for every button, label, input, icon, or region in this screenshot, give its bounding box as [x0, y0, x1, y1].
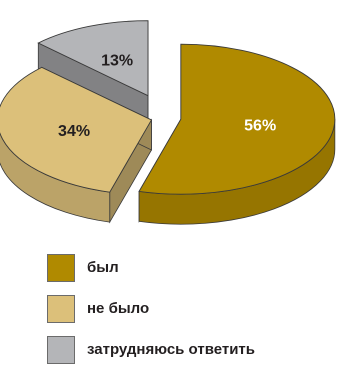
pie-slice-0-top — [138, 43, 336, 195]
pie-slice-1: 34% — [0, 66, 153, 224]
data-label-0: 56% — [244, 118, 276, 135]
legend-item-byl: был — [47, 254, 327, 290]
legend-swatch-byl — [47, 254, 75, 282]
pie-slice-1-top — [0, 66, 153, 193]
pie-chart: 13% 56% 34% — [0, 20, 336, 225]
data-label-1: 34% — [58, 123, 90, 140]
data-label-2: 13% — [101, 53, 133, 70]
legend-swatch-ne-bylo — [47, 295, 75, 323]
legend-item-zatrudnyayus: затрудняюсь ответить — [47, 336, 327, 372]
legend-label-byl: был — [87, 259, 119, 276]
legend-swatch-zatrudnyayus — [47, 336, 75, 364]
pie-slice-0: 56% — [138, 43, 336, 225]
legend-label-zatrudnyayus: затрудняюсь ответить — [87, 341, 255, 358]
pie-slice-2-top — [37, 20, 149, 97]
legend-item-ne-bylo: не было — [47, 295, 327, 331]
legend-label-ne-bylo: не было — [87, 300, 150, 317]
legend: был не было затрудняюсь ответить — [47, 254, 327, 377]
